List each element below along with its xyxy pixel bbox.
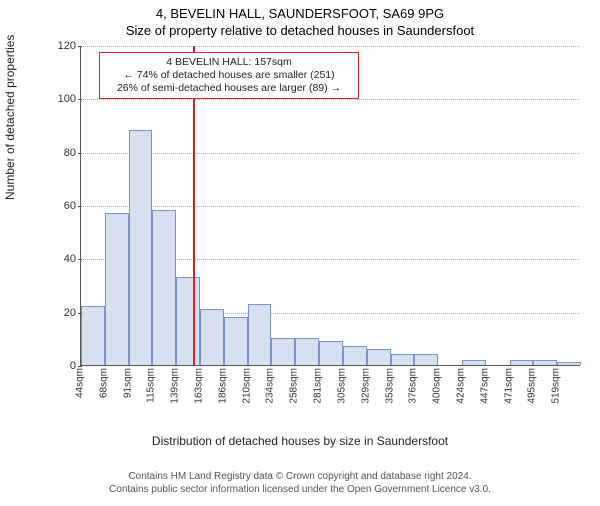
x-tick: 400sqm [432, 368, 443, 404]
y-tick: 80 [46, 147, 76, 159]
histogram-bar [129, 130, 153, 365]
x-tick: 353sqm [384, 368, 395, 404]
title-subtitle: Size of property relative to detached ho… [0, 23, 600, 38]
y-tick: 20 [46, 307, 76, 319]
x-tick: 115sqm [146, 368, 157, 403]
histogram-bar [557, 362, 581, 365]
x-tick: 44sqm [75, 368, 86, 398]
y-tick: 100 [46, 93, 76, 105]
annotation-box: 4 BEVELIN HALL: 157sqm ← 74% of detached… [99, 52, 359, 99]
histogram-bar [414, 354, 438, 365]
histogram-bar [367, 349, 391, 365]
histogram-bar [319, 341, 343, 365]
plot-area: 4 BEVELIN HALL: 157sqm ← 74% of detached… [80, 46, 580, 366]
annotation-line2: ← 74% of detached houses are smaller (25… [106, 69, 352, 82]
y-tick: 40 [46, 253, 76, 265]
x-tick: 91sqm [122, 368, 133, 398]
histogram-bar [295, 338, 319, 365]
histogram-bar [343, 346, 367, 365]
histogram-bar [200, 309, 224, 365]
histogram-bar [510, 360, 534, 365]
footer-line1: Contains HM Land Registry data © Crown c… [0, 471, 600, 484]
histogram-bar [105, 213, 129, 365]
histogram-bar [462, 360, 486, 365]
x-tick: 258sqm [289, 368, 300, 404]
histogram-bar [248, 304, 272, 365]
x-tick: 234sqm [265, 368, 276, 404]
y-tick: 120 [46, 40, 76, 52]
x-tick: 186sqm [217, 368, 228, 404]
x-tick: 376sqm [408, 368, 419, 404]
x-tick: 305sqm [336, 368, 347, 404]
x-tick: 424sqm [455, 368, 466, 404]
x-tick: 210sqm [241, 368, 252, 404]
gridline [81, 153, 580, 154]
y-tick: 60 [46, 200, 76, 212]
histogram-bar [533, 360, 557, 365]
x-axis-label: Distribution of detached houses by size … [0, 434, 600, 448]
x-tick: 139sqm [170, 368, 181, 404]
histogram-bar [271, 338, 295, 365]
histogram-bar [81, 306, 105, 365]
histogram-bar [224, 317, 248, 365]
histogram-bar [152, 210, 176, 365]
histogram-bar [391, 354, 415, 365]
y-tick: 0 [46, 360, 76, 372]
gridline [81, 46, 580, 47]
annotation-line1: 4 BEVELIN HALL: 157sqm [106, 56, 352, 69]
x-tick: 163sqm [194, 368, 205, 404]
chart-container: 4 BEVELIN HALL: 157sqm ← 74% of detached… [50, 46, 580, 406]
x-tick: 68sqm [98, 368, 109, 398]
x-tick: 471sqm [503, 368, 514, 404]
y-axis-label: Number of detached properties [3, 35, 17, 200]
annotation-line3: 26% of semi-detached houses are larger (… [106, 82, 352, 95]
x-tick: 329sqm [360, 368, 371, 404]
footer: Contains HM Land Registry data © Crown c… [0, 471, 600, 496]
histogram-bar [176, 277, 200, 365]
title-address: 4, BEVELIN HALL, SAUNDERSFOOT, SA69 9PG [0, 6, 600, 21]
x-tick: 519sqm [551, 368, 562, 404]
x-tick: 281sqm [313, 368, 324, 404]
footer-line2: Contains public sector information licen… [0, 484, 600, 497]
gridline [81, 99, 580, 100]
x-tick: 495sqm [527, 368, 538, 404]
gridline [81, 206, 580, 207]
x-tick: 447sqm [479, 368, 490, 404]
